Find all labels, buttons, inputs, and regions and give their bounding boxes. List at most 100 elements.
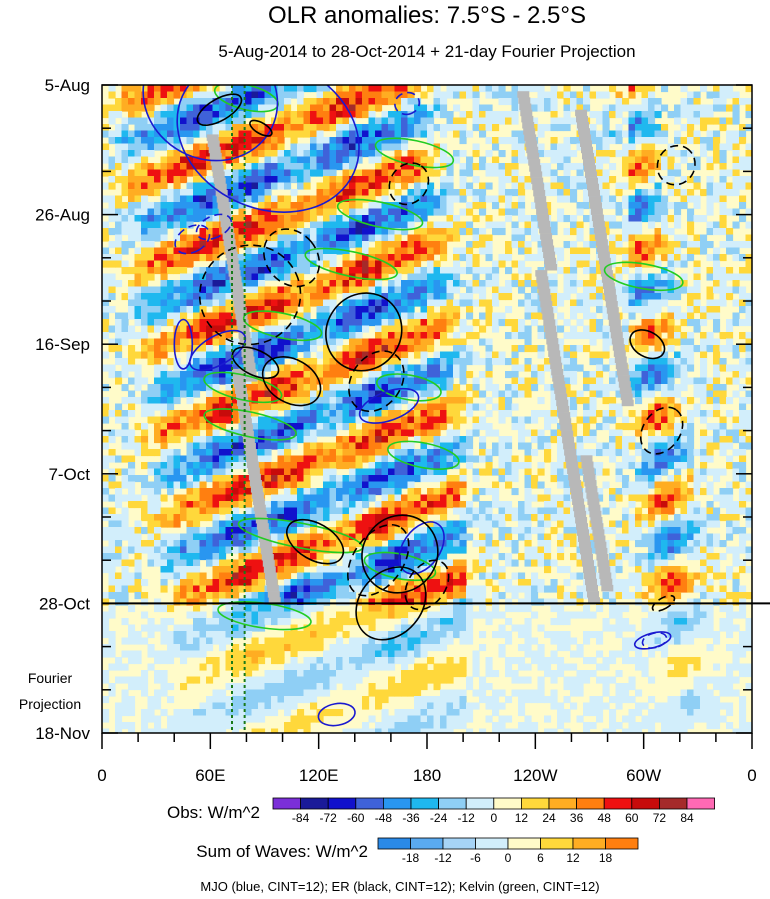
anomaly-cell: [232, 449, 240, 457]
anomaly-cell: [121, 247, 129, 255]
anomaly-cell: [349, 410, 357, 418]
anomaly-cell: [635, 215, 643, 223]
anomaly-cell: [186, 299, 194, 307]
anomaly-cell: [199, 377, 207, 385]
anomaly-cell: [433, 208, 441, 216]
anomaly-cell: [628, 208, 636, 216]
anomaly-cell: [557, 442, 565, 450]
anomaly-cell: [251, 416, 259, 424]
anomaly-cell: [238, 254, 246, 262]
anomaly-cell: [258, 306, 266, 314]
anomaly-cell: [225, 169, 233, 177]
anomaly-cell: [732, 163, 740, 171]
anomaly-cell: [498, 449, 506, 457]
anomaly-cell: [401, 384, 409, 392]
anomaly-cell: [498, 117, 506, 125]
anomaly-cell: [472, 280, 480, 288]
anomaly-cell: [206, 475, 214, 483]
anomaly-cell: [342, 371, 350, 379]
anomaly-cell: [459, 345, 467, 353]
anomaly-cell: [609, 111, 617, 119]
anomaly-cell: [674, 351, 682, 359]
anomaly-cell: [726, 286, 734, 294]
anomaly-cell: [115, 247, 123, 255]
anomaly-cell: [414, 260, 422, 268]
anomaly-cell: [141, 137, 149, 145]
anomaly-cell: [349, 475, 357, 483]
anomaly-cell: [316, 429, 324, 437]
anomaly-cell: [615, 475, 623, 483]
anomaly-cell: [661, 338, 669, 346]
anomaly-cell: [245, 143, 253, 151]
anomaly-cell: [154, 182, 162, 190]
anomaly-cell: [329, 306, 337, 314]
anomaly-cell: [628, 338, 636, 346]
anomaly-cell: [193, 306, 201, 314]
anomaly-cell: [212, 325, 220, 333]
anomaly-cell: [199, 325, 207, 333]
anomaly-cell: [134, 228, 142, 236]
anomaly-cell: [596, 325, 604, 333]
anomaly-cell: [232, 462, 240, 470]
anomaly-cell: [173, 312, 181, 320]
anomaly-cell: [160, 468, 168, 476]
anomaly-cell: [238, 202, 246, 210]
anomaly-cell: [453, 423, 461, 431]
anomaly-cell: [147, 130, 155, 138]
anomaly-cell: [225, 384, 233, 392]
anomaly-cell: [459, 221, 467, 229]
anomaly-cell: [453, 189, 461, 197]
anomaly-cell: [362, 280, 370, 288]
anomaly-cell: [212, 195, 220, 203]
anomaly-cell: [446, 299, 454, 307]
anomaly-cell: [420, 228, 428, 236]
anomaly-cell: [212, 364, 220, 372]
anomaly-cell: [134, 377, 142, 385]
anomaly-cell: [661, 436, 669, 444]
anomaly-cell: [212, 104, 220, 112]
anomaly-cell: [654, 338, 662, 346]
anomaly-cell: [635, 423, 643, 431]
anomaly-cell: [134, 260, 142, 268]
anomaly-cell: [362, 468, 370, 476]
anomaly-cell: [284, 481, 292, 489]
anomaly-cell: [173, 163, 181, 171]
anomaly-cell: [128, 91, 136, 99]
anomaly-cell: [212, 462, 220, 470]
anomaly-cell: [635, 364, 643, 372]
anomaly-cell: [726, 85, 734, 93]
anomaly-cell: [745, 221, 752, 229]
anomaly-cell: [167, 390, 175, 398]
anomaly-cell: [628, 371, 636, 379]
anomaly-cell: [394, 358, 402, 366]
anomaly-cell: [583, 85, 591, 93]
anomaly-cell: [342, 169, 350, 177]
anomaly-cell: [693, 384, 701, 392]
anomaly-cell: [700, 150, 708, 158]
anomaly-cell: [433, 260, 441, 268]
anomaly-cell: [167, 475, 175, 483]
anomaly-cell: [206, 202, 214, 210]
anomaly-cell: [433, 234, 441, 242]
anomaly-cell: [524, 267, 532, 275]
anomaly-cell: [134, 436, 142, 444]
anomaly-cell: [167, 247, 175, 255]
anomaly-cell: [427, 104, 435, 112]
anomaly-cell: [485, 371, 493, 379]
anomaly-cell: [199, 202, 207, 210]
anomaly-cell: [563, 286, 571, 294]
anomaly-cell: [342, 403, 350, 411]
anomaly-cell: [102, 104, 110, 112]
anomaly-cell: [745, 104, 752, 112]
anomaly-cell: [459, 351, 467, 359]
anomaly-cell: [219, 137, 227, 145]
anomaly-cell: [303, 111, 311, 119]
anomaly-cell: [375, 475, 383, 483]
anomaly-cell: [427, 169, 435, 177]
anomaly-cell: [654, 462, 662, 470]
anomaly-cell: [271, 403, 279, 411]
anomaly-cell: [570, 221, 578, 229]
anomaly-cell: [264, 462, 272, 470]
anomaly-cell: [576, 169, 584, 177]
anomaly-cell: [375, 436, 383, 444]
